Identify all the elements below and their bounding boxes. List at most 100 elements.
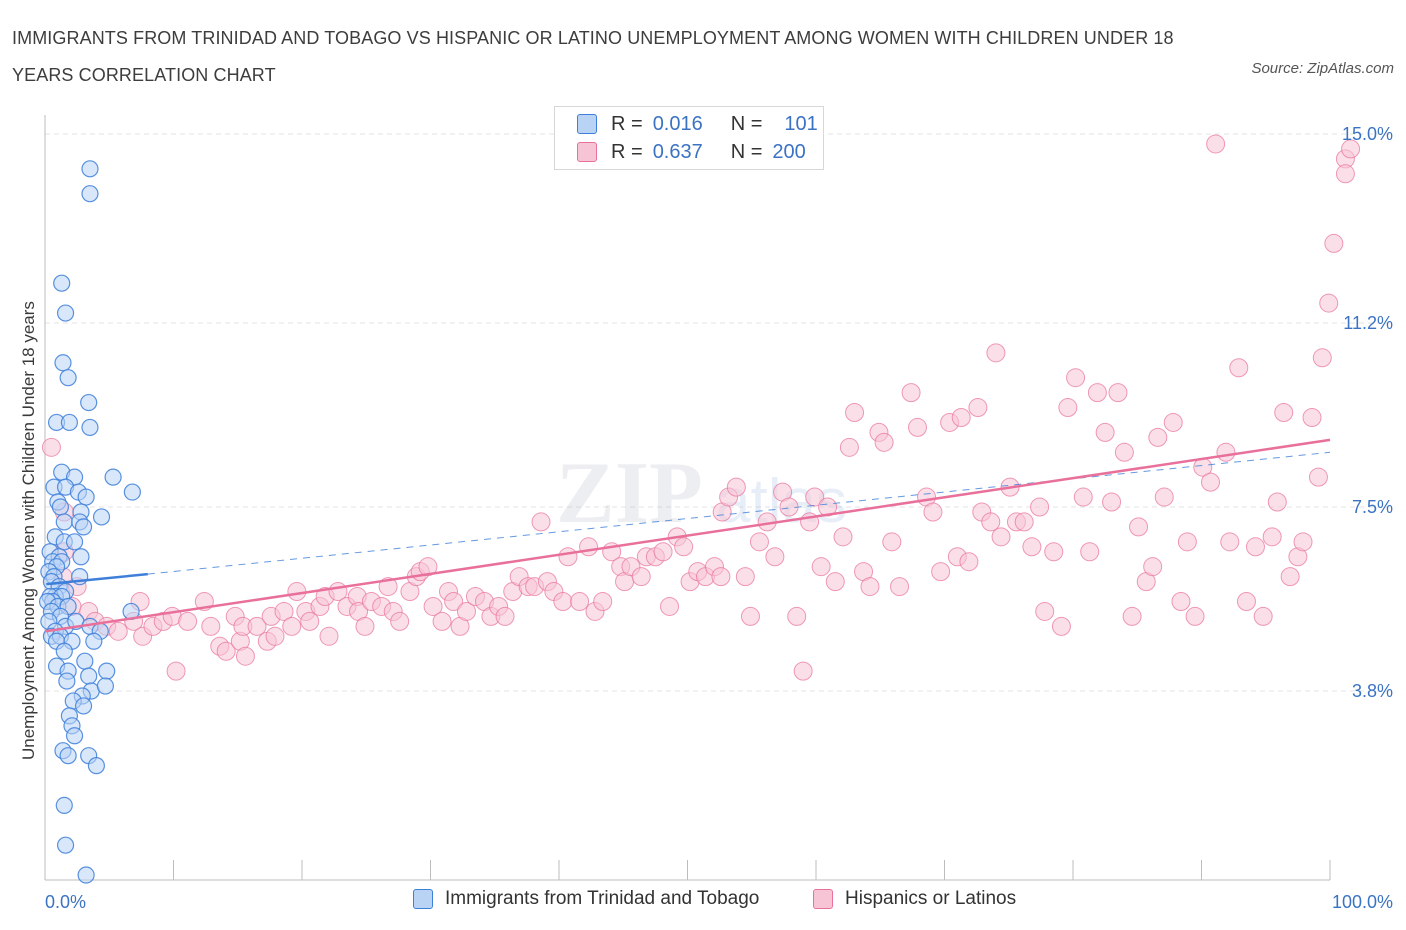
hispanic-point bbox=[531, 512, 551, 532]
trinidad-point bbox=[87, 757, 106, 775]
hispanic-point bbox=[418, 557, 438, 577]
hispanic-point bbox=[1058, 398, 1078, 418]
legend-swatch-pink bbox=[577, 142, 597, 162]
hispanic-point bbox=[882, 532, 902, 552]
bottom-legend-label-hispanic: Hispanics or Latinos bbox=[845, 888, 1017, 909]
hispanic-point bbox=[1308, 467, 1328, 487]
axes bbox=[44, 115, 1331, 881]
legend-r-value: 0.637 bbox=[652, 140, 703, 163]
hispanic-point bbox=[674, 537, 694, 557]
trinidad-point bbox=[74, 697, 93, 715]
trinidad-point bbox=[58, 672, 76, 690]
bottom-legend-hispanic: Hispanics or Latinos bbox=[813, 888, 1016, 910]
hispanic-point bbox=[1163, 412, 1183, 432]
legend-n-value: 101 bbox=[784, 112, 818, 135]
hispanic-point bbox=[1051, 616, 1071, 636]
trinidad-point bbox=[55, 513, 73, 531]
hispanic-point bbox=[247, 616, 267, 636]
trinidad-point bbox=[56, 304, 75, 322]
hispanic-point bbox=[631, 567, 651, 587]
trend-lines bbox=[44, 438, 1331, 633]
hispanic-point bbox=[711, 567, 731, 587]
hispanic-point bbox=[355, 616, 375, 636]
hispanic-point bbox=[923, 502, 943, 522]
hispanic-point bbox=[432, 611, 452, 631]
hispanic-point bbox=[901, 383, 921, 403]
hispanic-point bbox=[660, 596, 680, 616]
hispanic-point bbox=[833, 527, 853, 547]
hispanic-point bbox=[787, 606, 807, 626]
trinidad-point bbox=[74, 518, 93, 536]
hispanic-point bbox=[1245, 537, 1265, 557]
trinidad-point bbox=[96, 677, 114, 695]
y-axis-label: Unemployment Among Women with Children U… bbox=[19, 301, 38, 760]
hispanic-point bbox=[1324, 233, 1344, 253]
hispanic-point bbox=[1114, 442, 1134, 462]
hispanic-point bbox=[1143, 557, 1163, 577]
trinidad-point bbox=[77, 488, 95, 506]
hispanic-point bbox=[1293, 532, 1313, 552]
chart-title: IMMIGRANTS FROM TRINIDAD AND TOBAGO VS H… bbox=[12, 28, 1174, 85]
hispanic-point bbox=[1267, 492, 1287, 512]
hispanic-point bbox=[793, 661, 813, 681]
trinidad-point bbox=[80, 667, 98, 685]
hispanic-point bbox=[579, 537, 599, 557]
legend-r-label: R = bbox=[611, 112, 643, 135]
trinidad-point bbox=[81, 185, 99, 203]
trinidad-point bbox=[54, 354, 72, 372]
y-tick-label: 11.2% bbox=[1343, 313, 1393, 333]
hispanic-point bbox=[931, 562, 951, 582]
trinidad-point bbox=[59, 369, 77, 387]
grid-lines bbox=[45, 133, 1390, 692]
hispanic-point bbox=[178, 611, 198, 631]
watermark-zip: ZIP bbox=[556, 445, 703, 542]
y-tick-label: 7.5% bbox=[1352, 497, 1393, 517]
bottom-legend-trinidad: Immigrants from Trinidad and Tobago bbox=[413, 888, 759, 910]
hispanic-point bbox=[1066, 368, 1086, 388]
trinidad-trend-extension bbox=[147, 451, 1331, 575]
hispanic-point bbox=[1335, 164, 1355, 184]
hispanic-point bbox=[570, 591, 590, 611]
hispanic-point bbox=[1220, 532, 1240, 552]
hispanic-point bbox=[1302, 407, 1322, 427]
trinidad-point bbox=[81, 160, 99, 178]
hispanic-point bbox=[1080, 542, 1100, 562]
trinidad-point bbox=[123, 483, 141, 501]
hispanic-point bbox=[1253, 606, 1273, 626]
hispanic-point bbox=[981, 512, 1001, 532]
hispanic-point bbox=[456, 601, 476, 621]
hispanic-point bbox=[1129, 517, 1149, 537]
series-hispanics-points bbox=[41, 134, 1361, 681]
hispanic-point bbox=[951, 407, 971, 427]
legend-swatch-blue bbox=[577, 114, 597, 134]
hispanic-point bbox=[265, 626, 285, 646]
hispanic-point bbox=[166, 661, 186, 681]
legend-r-value: 0.016 bbox=[652, 112, 703, 135]
hispanic-point bbox=[235, 646, 255, 666]
trinidad-point bbox=[104, 468, 122, 486]
hispanic-point bbox=[1262, 527, 1282, 547]
trinidad-point bbox=[77, 866, 95, 884]
trinidad-point bbox=[53, 274, 71, 292]
series-trinidad-points bbox=[38, 160, 141, 884]
hispanic-point bbox=[845, 403, 865, 423]
hispanic-point bbox=[1014, 512, 1034, 532]
axis-tick-labels: 3.8% 7.5% 11.2% 15.0% 0.0% 100.0% bbox=[45, 124, 1393, 912]
trinidad-point bbox=[92, 508, 111, 526]
hispanic-point bbox=[749, 532, 769, 552]
hispanic-point bbox=[959, 552, 979, 572]
hispanic-point bbox=[423, 596, 443, 616]
hispanic-point bbox=[1095, 422, 1115, 442]
hispanic-point bbox=[811, 557, 831, 577]
bottom-legend-label-trinidad: Immigrants from Trinidad and Tobago bbox=[445, 888, 760, 909]
hispanic-point bbox=[1229, 358, 1249, 378]
hispanic-point bbox=[765, 547, 785, 567]
legend-row-trinidad: R = 0.016 N = 101 bbox=[577, 112, 818, 136]
legend-row-hispanic: R = 0.637 N = 200 bbox=[577, 140, 806, 164]
hispanic-point bbox=[287, 582, 307, 602]
bottom-swatch-pink bbox=[813, 889, 833, 909]
legend-n-label: N = bbox=[730, 140, 763, 163]
hispanic-point bbox=[1319, 293, 1339, 313]
bottom-legend: Immigrants from Trinidad and Tobago Hisp… bbox=[0, 888, 1406, 916]
hispanic-point bbox=[553, 591, 573, 611]
